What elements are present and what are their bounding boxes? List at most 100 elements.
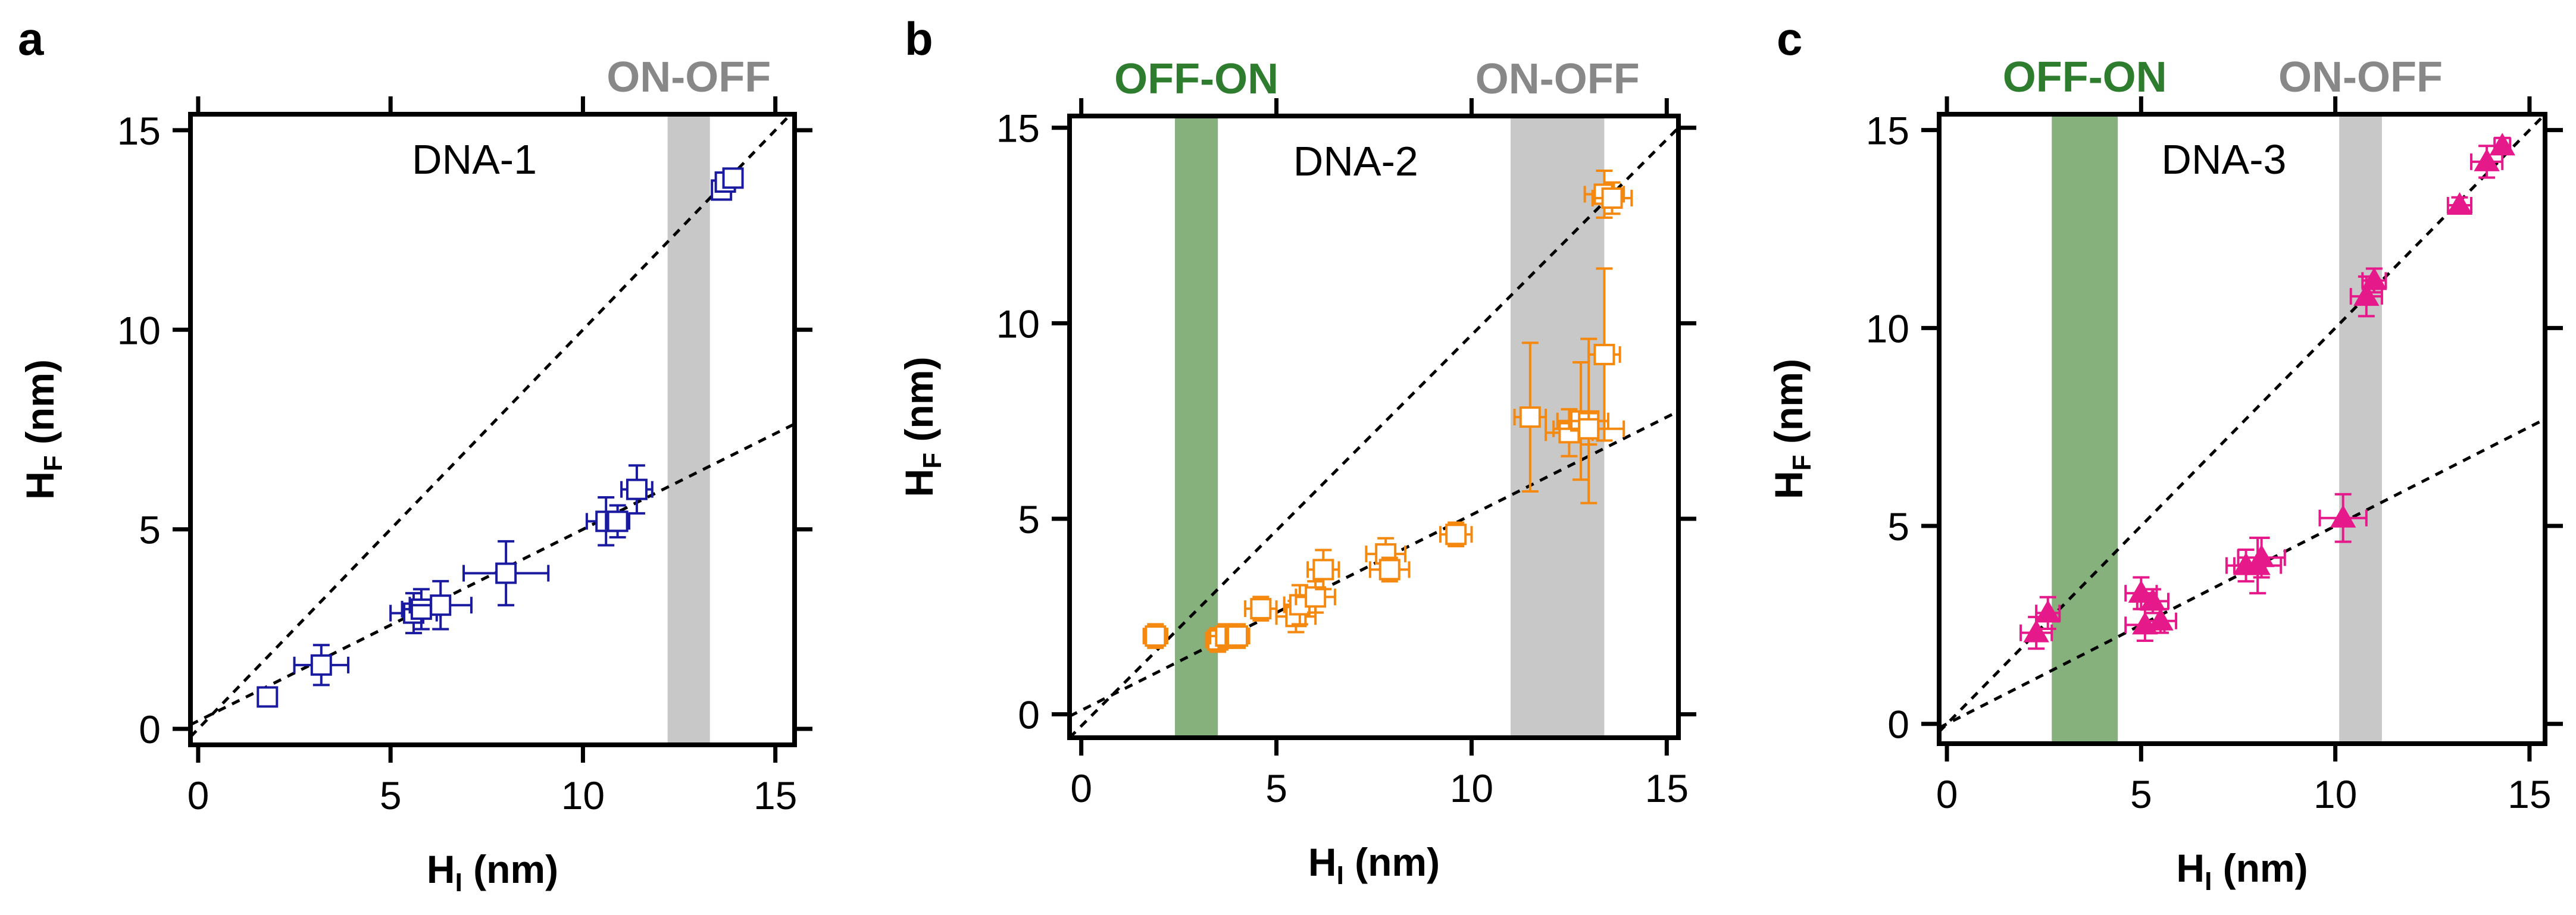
data-points [2019, 133, 2515, 650]
y-axis-title-sub: F [918, 453, 947, 469]
data-point [1545, 408, 1594, 458]
data-point [1368, 556, 1411, 583]
plot-frame [1067, 114, 1681, 740]
data-point [401, 588, 442, 631]
data-point [408, 579, 473, 631]
data-point [722, 167, 744, 189]
data-point [293, 644, 350, 687]
marker-square [1312, 559, 1334, 581]
data-point [2361, 267, 2387, 294]
band-label: ON-OFF [2278, 54, 2443, 101]
data-point [1513, 341, 1548, 493]
marker-square [310, 654, 332, 676]
data-point [1552, 412, 1625, 446]
marker-square [410, 598, 432, 620]
marker-square [626, 478, 648, 500]
data-point [2318, 493, 2368, 543]
data-point [2034, 596, 2061, 631]
fit-line [1070, 126, 1678, 738]
x-axis-title-unit: (nm) [2212, 846, 2308, 890]
y-tick-label: 15 [996, 106, 1040, 151]
x-axis-title-sub: I [455, 868, 462, 897]
marker-triangle [2147, 607, 2174, 631]
marker-square [257, 686, 279, 708]
marker-triangle [2023, 619, 2049, 643]
x-axis-title-main: H [1308, 840, 1337, 884]
marker-square [1578, 418, 1600, 440]
data-point [1142, 623, 1168, 649]
fit-line [190, 422, 795, 726]
marker-square [1378, 559, 1400, 581]
y-tick-label: 5 [1887, 504, 1909, 549]
y-axis-title-unit: (nm) [18, 359, 62, 455]
band-on-off [667, 114, 710, 745]
panel-letter: a [18, 12, 44, 65]
data-point [1306, 549, 1340, 591]
data-point [1439, 521, 1473, 547]
y-tick-label: 10 [117, 308, 161, 352]
x-tick-label: 5 [1265, 766, 1287, 810]
marker-square [1601, 187, 1623, 209]
marker-triangle [2361, 267, 2387, 290]
data-point [2446, 192, 2473, 215]
marker-square [1145, 625, 1167, 647]
marker-triangle [2034, 600, 2061, 623]
marker-square [1519, 406, 1541, 428]
inset-label: DNA-3 [2161, 136, 2286, 183]
marker-triangle [2446, 192, 2473, 215]
data-point [620, 464, 654, 515]
inset-label: DNA-1 [412, 136, 537, 183]
y-axis-title-sub: F [1787, 455, 1817, 471]
y-axis-title-main: H [897, 469, 941, 497]
x-axis-title-unit: (nm) [462, 847, 558, 891]
fit-line [190, 114, 793, 738]
x-tick-label: 0 [187, 773, 210, 817]
marker-square [495, 562, 517, 584]
data-point [1244, 596, 1278, 622]
x-axis-title-sub: I [1337, 861, 1344, 890]
y-tick-label: 15 [117, 109, 161, 153]
y-axis-title-main: H [18, 471, 62, 500]
y-tick-label: 0 [1887, 703, 1909, 747]
band-label: OFF-ON [2003, 54, 2167, 101]
y-tick-label: 15 [1866, 109, 1909, 153]
y-axis-title: HF (nm) [18, 359, 68, 500]
data-points [257, 167, 744, 708]
y-axis-title-unit: (nm) [1767, 359, 1811, 455]
marker-square [1445, 524, 1467, 546]
marker-square [1593, 343, 1615, 365]
x-tick-label: 5 [2130, 772, 2152, 816]
band-on-off [2339, 114, 2382, 744]
marker-triangle [2474, 148, 2500, 171]
data-point [2470, 145, 2504, 179]
y-axis-title-sub: F [39, 455, 68, 471]
marker-square [1305, 586, 1327, 608]
data-point [1587, 267, 1621, 442]
y-axis-title: HF (nm) [897, 357, 947, 497]
fit-line [1939, 418, 2545, 729]
y-axis-title: HF (nm) [1767, 359, 1817, 499]
x-axis-title-main: H [427, 847, 455, 891]
data-point [1224, 623, 1251, 649]
panel-letter: b [905, 12, 933, 65]
x-tick-label: 10 [1450, 766, 1493, 810]
marker-square [722, 167, 744, 189]
band-label: ON-OFF [607, 54, 771, 101]
data-point [2237, 536, 2286, 579]
data-point [605, 504, 631, 539]
y-tick-label: 10 [996, 302, 1040, 346]
marker-square [607, 510, 629, 532]
y-axis-title-main: H [1767, 471, 1811, 499]
data-point [462, 540, 550, 607]
x-axis-title-sub: I [2205, 867, 2212, 896]
y-axis-title-unit: (nm) [897, 357, 941, 453]
x-axis-title-unit: (nm) [1344, 840, 1440, 884]
marker-triangle [2353, 283, 2380, 306]
band-off-on [2052, 114, 2118, 744]
y-tick-label: 10 [1866, 306, 1909, 350]
data-point [257, 686, 279, 708]
band-label: OFF-ON [1114, 55, 1278, 103]
